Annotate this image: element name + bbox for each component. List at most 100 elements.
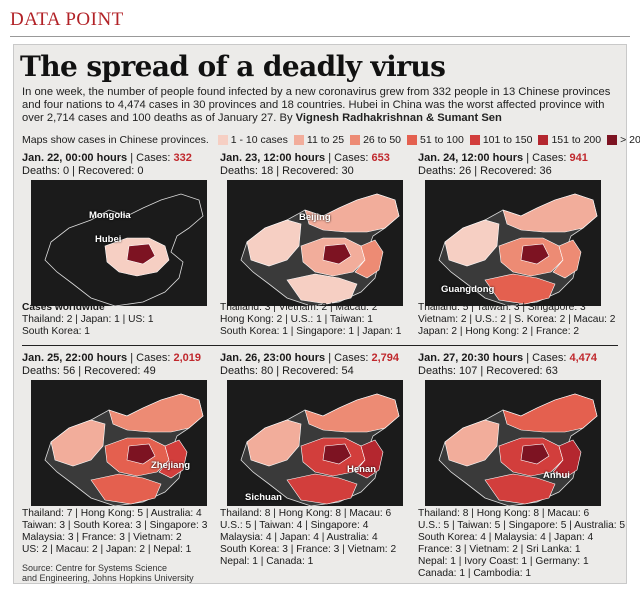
cases-label: | Cases:: [325, 152, 369, 164]
section-tag: DATA POINT: [10, 9, 124, 30]
china-map: Anhui: [425, 380, 601, 506]
legend-swatch: [350, 135, 361, 146]
panel-header: Jan. 27, 20:30 hours | Cases: 4,474 Death…: [418, 352, 618, 378]
legend-item-label: 101 to 150: [482, 134, 533, 147]
cases-label-text: Cases:: [136, 352, 171, 364]
panel-deaths: Deaths: 26 | Recovered: 36: [418, 165, 552, 177]
panel-time: Jan. 24, 12:00 hours: [418, 152, 524, 164]
panel-cases: 332: [173, 152, 192, 164]
country-line: U.S.: 5 | Taiwan: 4 | Singapore: 4: [220, 520, 369, 531]
legend: Maps show cases in Chinese provinces. 1 …: [22, 134, 640, 148]
map-label: Hubei: [95, 234, 122, 245]
country-line: Nepal: 1 | Ivory Coast: 1 | Germany: 1: [418, 556, 589, 567]
country-line: Cases worldwide: [22, 302, 105, 313]
map-label: Sichuan: [245, 492, 282, 503]
country-line: U.S.: 5 | Taiwan: 5 | Singapore: 5 | Aus…: [418, 520, 626, 531]
legend-swatch: [217, 135, 228, 146]
legend-swatch: [293, 135, 304, 146]
panel-header: Jan. 24, 12:00 hours | Cases: 941 Deaths:…: [418, 152, 618, 178]
panel-deaths: Deaths: 18 | Recovered: 30: [220, 165, 354, 177]
cases-label: | Cases:: [127, 352, 171, 364]
panel-country-list: Cases worldwide Thailand: 2 | Japan: 1 | …: [22, 302, 154, 338]
country-line: South Korea: 1 | Singapore: 1 | Japan: 1: [220, 326, 402, 337]
panel-time: Jan. 22, 00:00 hours: [22, 152, 128, 164]
country-line: Thailand: 8 | Hong Kong: 8 | Macau: 6: [418, 508, 590, 519]
panel-time-line: Jan. 25, 22:00 hours | Cases: 2,019: [22, 352, 222, 365]
panel-cases: 941: [569, 152, 588, 164]
top-rule: [10, 36, 630, 37]
cases-label: | Cases:: [523, 152, 567, 164]
intro-text: In one week, the number of people found …: [22, 86, 622, 125]
byline: Vignesh Radhakrishnan & Sumant Sen: [295, 112, 502, 124]
panel-header: Jan. 22, 00:00 hours | Cases: 332 Deaths:…: [22, 152, 222, 178]
panel-cases: 2,794: [371, 352, 399, 364]
panel-time: Jan. 25, 22:00 hours: [22, 352, 128, 364]
legend-swatch: [607, 135, 618, 146]
legend-item-label: 151 to 200: [551, 134, 602, 147]
panel-country-list: Thailand: 7 | Hong Kong: 5 | Australia: …: [22, 508, 207, 556]
cases-label: | Cases:: [127, 152, 171, 164]
country-line: Thailand: 2 | Japan: 1 | US: 1: [22, 314, 154, 325]
panel-deaths: Deaths: 107 | Recovered: 63: [418, 365, 558, 377]
headline: The spread of a deadly virus: [20, 50, 446, 83]
map-label: Zhejiang: [151, 460, 191, 471]
panel-time: Jan. 23, 12:00 hours: [220, 152, 326, 164]
country-line: Taiwan: 3 | South Korea: 3 | Singapore: …: [22, 520, 208, 531]
map-label: Beijing: [299, 212, 331, 223]
cases-label-text: Cases:: [532, 152, 567, 164]
legend-swatch: [538, 135, 549, 146]
panel-cases: 2,019: [173, 352, 201, 364]
panel-time-line: Jan. 27, 20:30 hours | Cases: 4,474: [418, 352, 618, 365]
legend-item-label: 26 to 50: [363, 134, 402, 147]
country-line: Japan: 2 | Hong Kong: 2 | France: 2: [418, 326, 580, 337]
intro-body: In one week, the number of people found …: [22, 86, 611, 124]
country-line: Thailand: 5 | Taiwan: 3 | Singapore: 3: [418, 302, 586, 313]
panel-deaths: Deaths: 56 | Recovered: 49: [22, 365, 156, 377]
country-line: Canada: 1 | Cambodia: 1: [418, 568, 532, 579]
panel-cases: 4,474: [569, 352, 597, 364]
country-line: Thailand: 3 | Vietnam: 2 | Macau: 2: [220, 302, 378, 313]
cases-label-text: Cases:: [334, 152, 369, 164]
panel-country-list: Thailand: 3 | Vietnam: 2 | Macau: 2 Hong …: [220, 302, 401, 338]
panel-time-line: Jan. 23, 12:00 hours | Cases: 653: [220, 152, 420, 165]
panel-time: Jan. 26, 23:00 hours: [220, 352, 326, 364]
country-line: Thailand: 8 | Hong Kong: 8 | Macau: 6: [220, 508, 392, 519]
legend-item-label: 51 to 100: [420, 134, 464, 147]
map-label: Guangdong: [441, 284, 495, 295]
panel-header: Jan. 26, 23:00 hours | Cases: 2,794 Death…: [220, 352, 420, 378]
panel-country-list: Thailand: 8 | Hong Kong: 8 | Macau: 6 U.S…: [220, 508, 396, 568]
panel-time-line: Jan. 22, 00:00 hours | Cases: 332: [22, 152, 222, 165]
country-line: South Korea: 4 | Malaysia: 4 | Japan: 4: [418, 532, 594, 543]
panel-country-list: Thailand: 8 | Hong Kong: 8 | Macau: 6 U.S…: [418, 508, 625, 580]
legend-swatch: [469, 135, 480, 146]
country-line: South Korea: 1: [22, 326, 90, 337]
country-line: Hong Kong: 2 | U.S.: 1 | Taiwan: 1: [220, 314, 373, 325]
china-map: Henan Sichuan: [227, 380, 403, 506]
country-line: Thailand: 7 | Hong Kong: 5 | Australia: …: [22, 508, 202, 519]
panel-time: Jan. 27, 20:30 hours: [418, 352, 524, 364]
china-map: Zhejiang: [31, 380, 207, 506]
country-line: US: 2 | Macau: 2 | Japan: 2 | Nepal: 1: [22, 544, 192, 555]
legend-label: Maps show cases in Chinese provinces.: [22, 134, 209, 147]
legend-item-label: 1 - 10 cases: [230, 134, 288, 147]
legend-swatch: [407, 135, 418, 146]
source-line-1: Source: Centre for Systems Science: [22, 563, 168, 573]
cases-label: | Cases:: [325, 352, 369, 364]
country-line: Malaysia: 3 | France: 3 | Vietnam: 2: [22, 532, 182, 543]
country-line: Nepal: 1 | Canada: 1: [220, 556, 314, 567]
map-label: Anhui: [543, 470, 570, 481]
map-label: Henan: [347, 464, 377, 475]
panel-deaths: Deaths: 80 | Recovered: 54: [220, 365, 354, 377]
cases-label-text: Cases:: [532, 352, 567, 364]
country-line: South Korea: 3 | France: 3 | Vietnam: 2: [220, 544, 397, 555]
country-line: Vietnam: 2 | U.S.: 2 | S. Korea: 2 | Mac…: [418, 314, 616, 325]
country-line: France: 3 | Vietnam: 2 | Sri Lanka: 1: [418, 544, 581, 555]
map-label: Mongolia: [89, 210, 131, 221]
china-map: Mongolia Hubei: [31, 180, 207, 306]
cases-label-text: Cases:: [334, 352, 369, 364]
legend-item-label: > 200: [620, 134, 640, 147]
china-map: Guangdong: [425, 180, 601, 306]
china-map: Beijing: [227, 180, 403, 306]
panel-cases: 653: [371, 152, 390, 164]
country-line: Malaysia: 4 | Japan: 4 | Australia: 4: [220, 532, 378, 543]
